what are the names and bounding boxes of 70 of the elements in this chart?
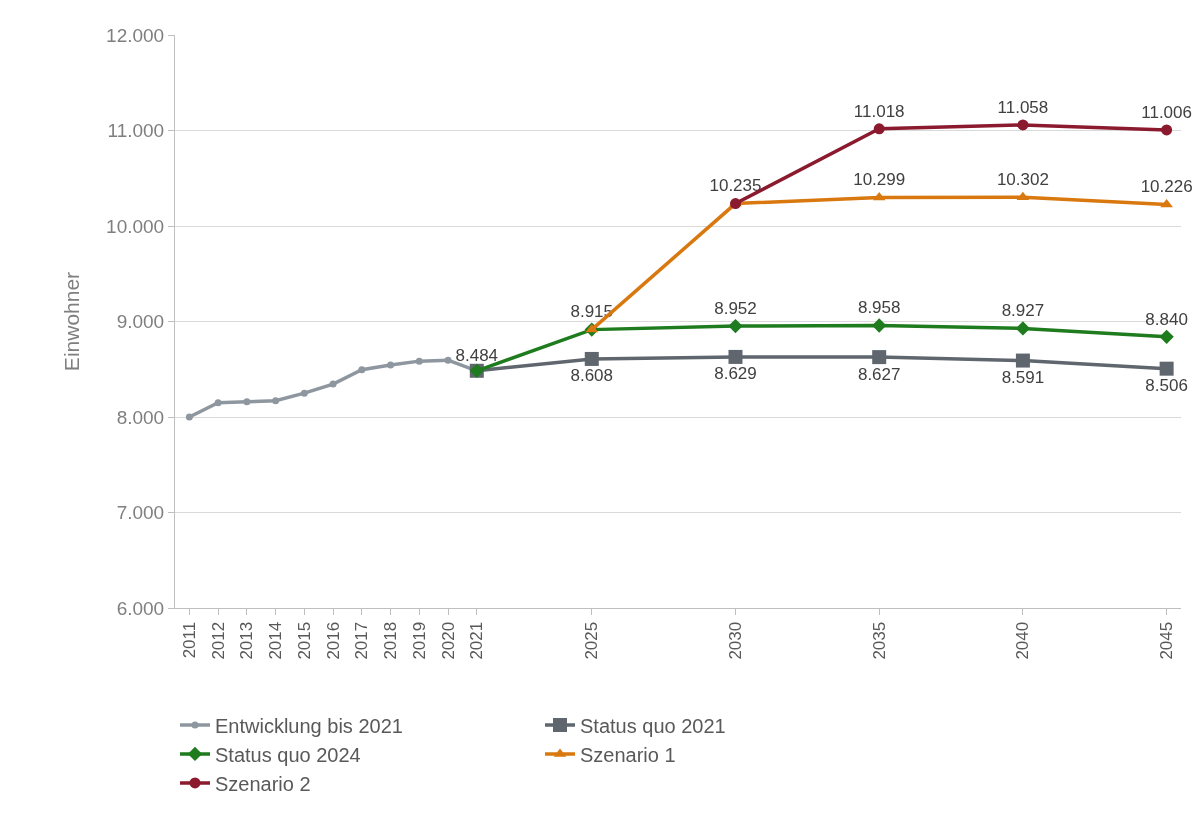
data-label: 10.226 — [1140, 177, 1193, 197]
point — [243, 398, 251, 406]
x-tick-label: 2020 — [438, 621, 458, 660]
point — [872, 191, 886, 201]
y-tick-label: 10.000 — [106, 215, 165, 237]
data-label: 11.018 — [853, 101, 905, 121]
data-label: 8.840 — [1145, 309, 1188, 329]
point — [1015, 353, 1030, 368]
y-tick-label: 6.000 — [116, 597, 165, 619]
y-tick-label: 7.000 — [116, 502, 165, 524]
data-label: 8.952 — [714, 298, 757, 318]
data-label: 11.058 — [997, 97, 1049, 117]
x-tick-label: 2016 — [323, 621, 343, 660]
point — [1160, 198, 1173, 208]
y-tick-label: 8.000 — [116, 406, 165, 428]
data-label: 8.629 — [714, 364, 757, 384]
data-label: 8.627 — [857, 364, 901, 384]
point — [358, 366, 366, 374]
x-tick-label: 2017 — [352, 621, 372, 660]
data-label: 8.506 — [1145, 376, 1188, 396]
point — [873, 123, 885, 135]
point — [1161, 124, 1173, 136]
legend-label: Szenario 2 — [215, 772, 311, 795]
x-tick-label: 2025 — [582, 621, 602, 660]
y-axis-title: Einwohner — [60, 271, 84, 372]
point — [584, 351, 599, 366]
point — [214, 399, 222, 407]
data-label: 8.591 — [1001, 368, 1045, 388]
x-tick-label: 2014 — [266, 621, 286, 660]
point — [300, 389, 308, 397]
x-tick-label: 2030 — [726, 621, 746, 660]
data-label: 11.006 — [1141, 102, 1192, 122]
y-tick-label: 12.000 — [106, 24, 165, 46]
legend-label: Entwicklung bis 2021 — [215, 714, 403, 737]
point — [272, 397, 280, 405]
point — [728, 349, 743, 364]
point — [415, 357, 423, 365]
point — [872, 318, 887, 333]
data-label: 10.235 — [709, 176, 762, 196]
x-tick-label: 2019 — [409, 621, 429, 660]
x-tick-label: 2013 — [237, 621, 257, 660]
x-tick-label: 2021 — [467, 621, 487, 660]
data-label: 10.299 — [853, 170, 906, 190]
point — [1159, 329, 1174, 344]
point — [1017, 119, 1029, 131]
point — [387, 361, 395, 369]
point — [444, 356, 452, 364]
point — [1159, 361, 1174, 376]
x-tick-label: 2045 — [1157, 621, 1177, 660]
x-tick-label: 2018 — [381, 621, 401, 660]
data-label: 8.927 — [1001, 301, 1045, 321]
data-label: 8.484 — [455, 346, 499, 366]
data-label: 10.302 — [996, 170, 1049, 190]
point — [728, 318, 743, 334]
legend-label: Szenario 1 — [580, 743, 676, 766]
x-tick-label: 2040 — [1013, 621, 1033, 660]
legend-label: Status quo 2024 — [215, 743, 361, 766]
data-label: 8.958 — [857, 298, 901, 318]
data-label: 8.608 — [570, 366, 614, 386]
x-tick-label: 2015 — [294, 621, 314, 660]
y-tick-label: 11.000 — [107, 120, 165, 142]
y-tick-label: 9.000 — [116, 311, 165, 333]
point — [329, 380, 337, 388]
x-tick-label: 2012 — [208, 621, 228, 660]
point — [1015, 321, 1031, 336]
point — [185, 413, 193, 421]
x-tick-label: 2011 — [179, 621, 199, 659]
legend-label: Status quo 2021 — [580, 714, 726, 737]
x-tick-label: 2035 — [869, 621, 889, 660]
point — [872, 350, 887, 365]
